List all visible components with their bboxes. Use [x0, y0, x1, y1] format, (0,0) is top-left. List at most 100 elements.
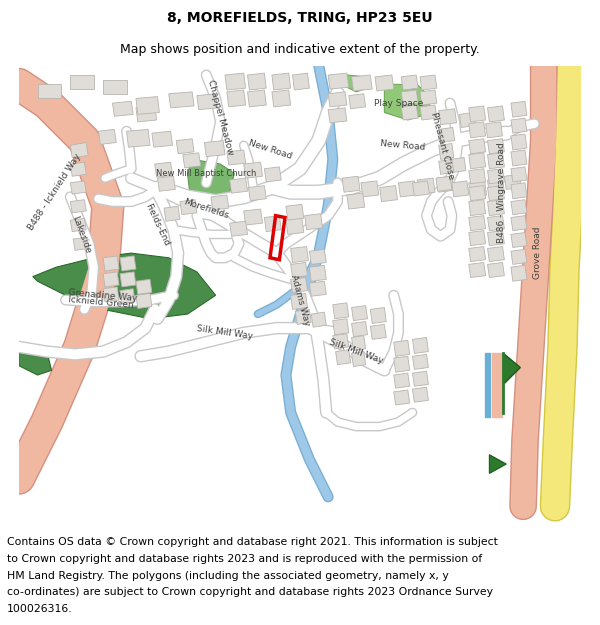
Polygon shape [488, 246, 505, 261]
Polygon shape [485, 122, 503, 138]
Polygon shape [272, 90, 290, 107]
Polygon shape [333, 302, 349, 319]
Polygon shape [511, 216, 527, 231]
Polygon shape [352, 321, 368, 336]
Polygon shape [70, 75, 94, 89]
Polygon shape [225, 73, 245, 90]
Polygon shape [290, 246, 308, 262]
Polygon shape [437, 176, 454, 192]
Polygon shape [439, 127, 455, 142]
Polygon shape [333, 319, 349, 335]
Polygon shape [120, 272, 136, 287]
Polygon shape [488, 178, 505, 194]
Polygon shape [164, 206, 180, 221]
Polygon shape [310, 281, 326, 296]
Polygon shape [286, 204, 304, 220]
Polygon shape [469, 246, 485, 261]
Polygon shape [511, 182, 527, 199]
Text: Silk Mill Way: Silk Mill Way [196, 324, 254, 341]
Text: B488 - Icknield Way: B488 - Icknield Way [26, 152, 83, 232]
Polygon shape [311, 312, 326, 328]
Polygon shape [469, 106, 485, 122]
Text: Chappel Meadow: Chappel Meadow [206, 79, 235, 156]
Polygon shape [328, 107, 347, 122]
Bar [485, 354, 490, 418]
Polygon shape [136, 279, 152, 294]
Polygon shape [401, 90, 418, 105]
Polygon shape [70, 200, 86, 212]
Polygon shape [385, 84, 431, 120]
Text: Silk Mill Way: Silk Mill Way [328, 338, 385, 366]
Polygon shape [511, 167, 527, 182]
Text: Adams Way: Adams Way [289, 273, 311, 327]
Polygon shape [488, 262, 505, 278]
Text: to Crown copyright and database rights 2023 and is reproduced with the permissio: to Crown copyright and database rights 2… [7, 554, 482, 564]
Text: New Mill Baptist Church: New Mill Baptist Church [156, 169, 256, 178]
Polygon shape [460, 112, 475, 128]
Text: Fields-End: Fields-End [143, 202, 172, 248]
Polygon shape [347, 193, 365, 209]
Text: New Road: New Road [247, 139, 293, 161]
Polygon shape [230, 221, 248, 236]
Polygon shape [469, 152, 485, 169]
Polygon shape [488, 152, 505, 169]
Polygon shape [505, 174, 521, 189]
Polygon shape [152, 131, 173, 147]
Text: Icknield Green: Icknield Green [68, 294, 134, 309]
Text: Play Space: Play Space [374, 99, 423, 107]
Polygon shape [183, 152, 200, 168]
Polygon shape [290, 262, 308, 278]
Polygon shape [305, 214, 323, 229]
Polygon shape [70, 218, 86, 231]
Polygon shape [328, 73, 349, 89]
Polygon shape [205, 141, 225, 156]
Polygon shape [227, 90, 245, 107]
Polygon shape [417, 178, 435, 194]
Polygon shape [401, 75, 418, 90]
Polygon shape [439, 109, 457, 125]
Polygon shape [136, 294, 152, 308]
Polygon shape [436, 176, 452, 191]
Polygon shape [469, 216, 485, 231]
Polygon shape [176, 139, 194, 154]
Polygon shape [265, 167, 281, 182]
Text: Morefields: Morefields [182, 198, 230, 221]
Polygon shape [488, 139, 505, 154]
Polygon shape [413, 338, 428, 354]
Polygon shape [352, 351, 365, 366]
Polygon shape [265, 216, 281, 231]
Polygon shape [70, 162, 86, 176]
Polygon shape [328, 92, 347, 107]
Polygon shape [352, 336, 365, 351]
Polygon shape [211, 195, 229, 210]
Polygon shape [469, 186, 485, 201]
Polygon shape [469, 262, 485, 278]
Polygon shape [394, 390, 410, 405]
Text: Map shows position and indicative extent of the property.: Map shows position and indicative extent… [120, 42, 480, 56]
Polygon shape [380, 186, 398, 201]
Polygon shape [103, 79, 127, 94]
Text: 8, MOREFIELDS, TRING, HP23 5EU: 8, MOREFIELDS, TRING, HP23 5EU [167, 11, 433, 26]
Polygon shape [488, 186, 505, 201]
Polygon shape [488, 200, 505, 216]
Text: Pheasant Close: Pheasant Close [429, 111, 456, 180]
Polygon shape [70, 142, 88, 158]
Polygon shape [244, 209, 263, 225]
Polygon shape [420, 105, 437, 120]
Polygon shape [398, 181, 416, 197]
Polygon shape [127, 129, 150, 147]
Text: Lakeside: Lakeside [71, 214, 92, 254]
Polygon shape [286, 218, 304, 234]
Polygon shape [169, 92, 194, 108]
Polygon shape [469, 139, 485, 154]
Polygon shape [413, 371, 428, 386]
Polygon shape [136, 105, 157, 122]
Polygon shape [136, 96, 160, 114]
Polygon shape [488, 231, 505, 246]
Polygon shape [401, 105, 418, 120]
Polygon shape [488, 216, 505, 231]
Polygon shape [420, 90, 437, 105]
Polygon shape [469, 169, 485, 184]
Text: B486 - Wingrave Road: B486 - Wingrave Road [497, 142, 506, 242]
Polygon shape [439, 143, 454, 159]
